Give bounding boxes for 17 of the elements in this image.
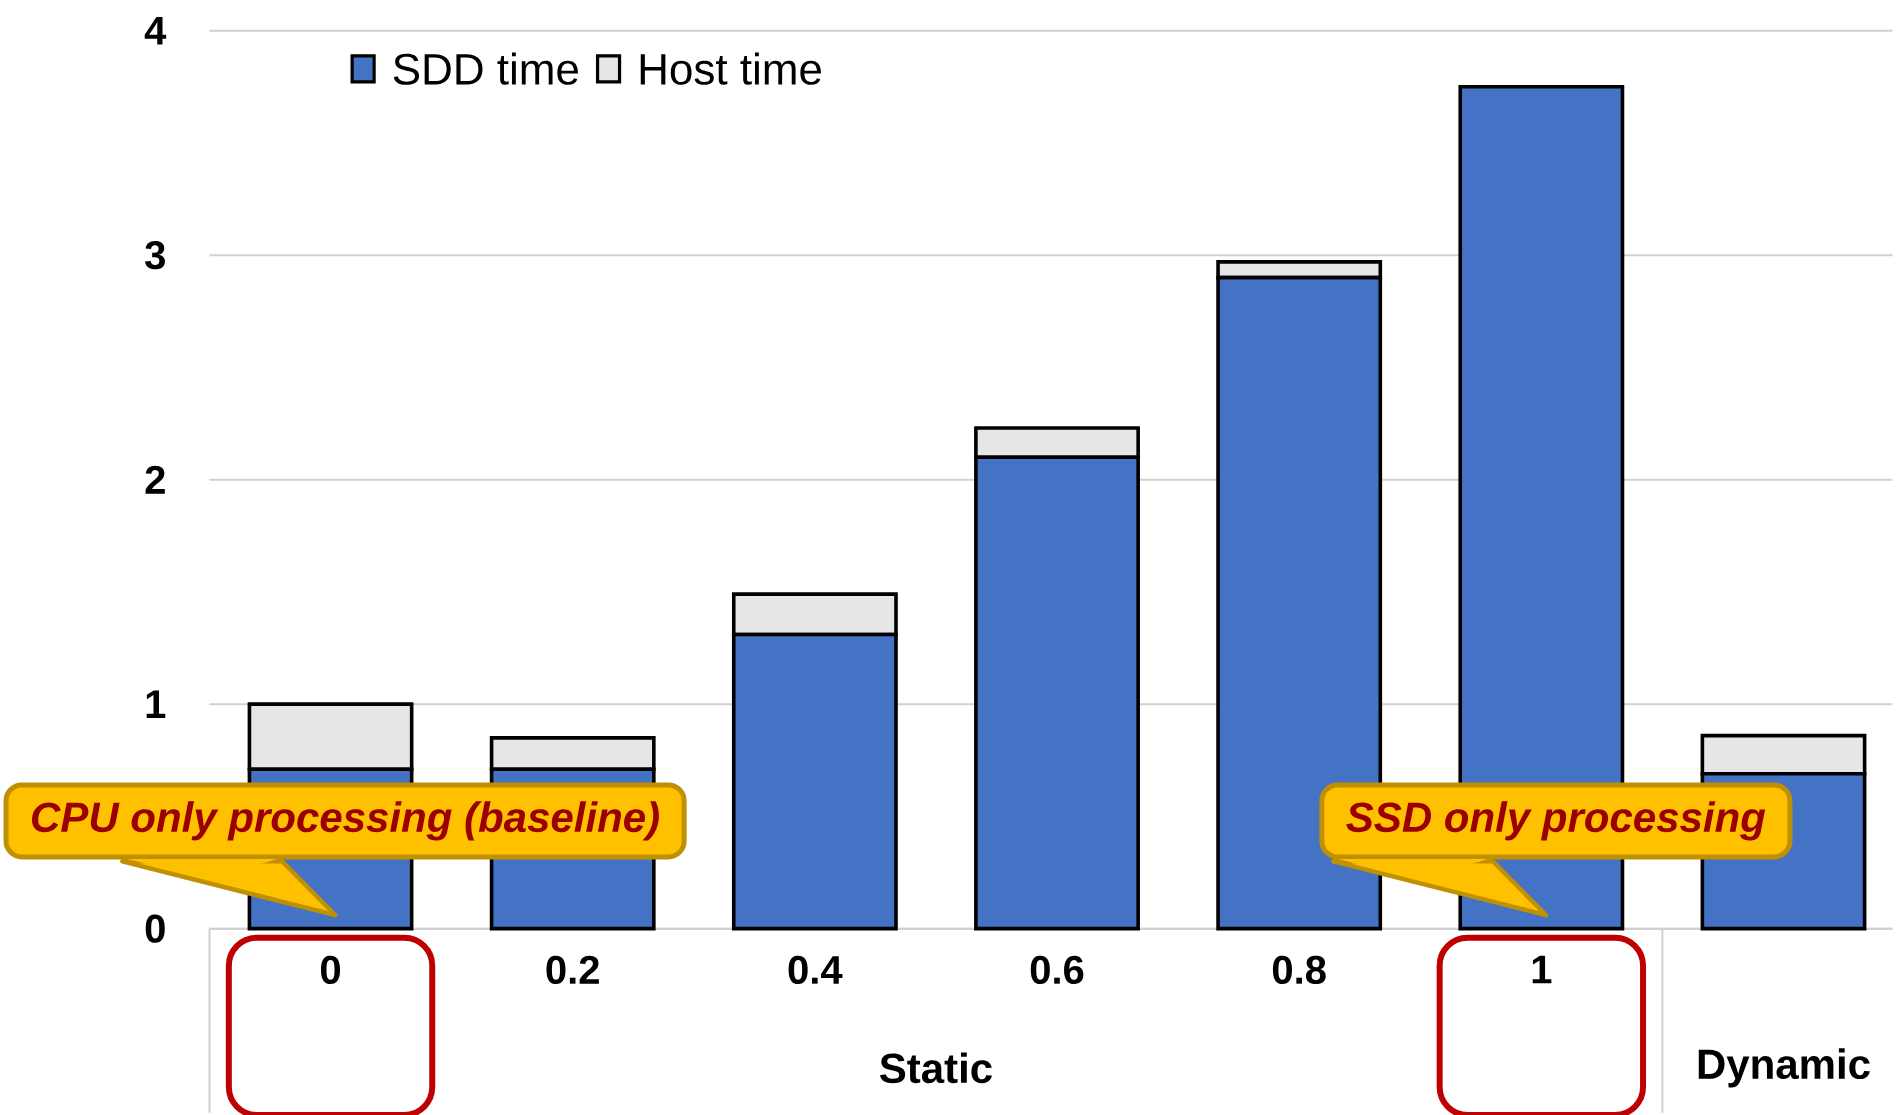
legend-label: SDD time <box>393 52 578 85</box>
text: Dynamic <box>1698 1048 1870 1088</box>
y-tick-label: 1 <box>146 690 166 718</box>
annotation: CPU only processing (baseline) <box>32 801 659 841</box>
x-tick-label: 0 <box>320 955 341 985</box>
y-tick-label: 3 <box>145 240 165 270</box>
legend-label: Host time <box>640 52 821 85</box>
y-tick-label: 4 <box>144 16 167 45</box>
y-tick-label: 2 <box>145 465 165 494</box>
annotation: SSD only processing <box>1346 801 1766 841</box>
x-tick-label: 0.6 <box>1030 955 1084 985</box>
x-tick-label: 0.2 <box>546 955 599 985</box>
y-tick-label: 0 <box>145 914 165 943</box>
x-tick-label: 0.8 <box>1272 955 1326 985</box>
x-tick-label: 0.4 <box>788 955 843 985</box>
x-tick-label: 1 <box>1532 955 1552 984</box>
text: Static <box>879 1052 992 1084</box>
